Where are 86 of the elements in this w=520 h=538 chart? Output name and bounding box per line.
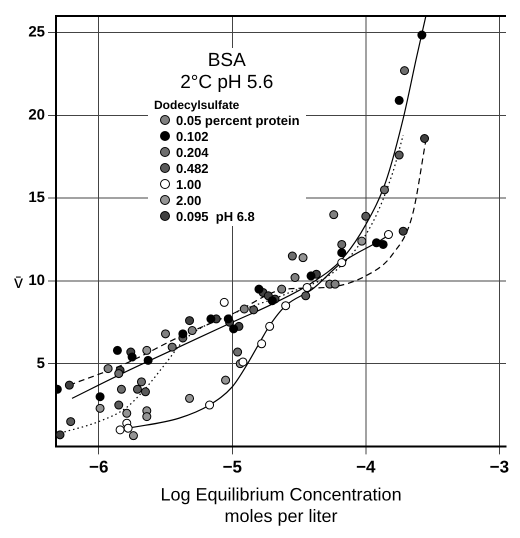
point: [265, 322, 274, 331]
x-tick-label: −5: [222, 457, 242, 476]
point: [136, 377, 146, 386]
point: [66, 417, 76, 426]
point: [64, 380, 74, 390]
point: [128, 431, 138, 440]
legend-label: 0.102: [175, 128, 210, 144]
point: [220, 298, 229, 307]
point: [221, 376, 230, 385]
x-tick-label: −4: [356, 457, 376, 476]
point: [337, 258, 346, 268]
point: [254, 284, 264, 294]
point: [257, 339, 266, 348]
point: [96, 392, 105, 402]
point: [140, 387, 150, 396]
point: [114, 369, 124, 378]
point: [394, 150, 404, 160]
point: [238, 357, 248, 366]
point: [56, 430, 65, 440]
point: [224, 314, 233, 324]
point: [142, 412, 152, 422]
legend-label: 0.482: [175, 160, 210, 176]
legend-label: 0.095 pH 6.8: [175, 208, 256, 224]
point: [337, 248, 346, 258]
y-tick-label: 5: [36, 354, 45, 372]
y-tick-label: 25: [28, 24, 45, 41]
point: [116, 384, 126, 394]
text: 2°C pH 5.6: [179, 72, 274, 94]
point: [302, 282, 312, 292]
y-tick-label: 15: [28, 189, 45, 206]
x-tick-label: −6: [89, 457, 108, 476]
point: [128, 352, 137, 362]
point: [306, 271, 316, 280]
point: [400, 66, 410, 76]
point: [122, 408, 132, 418]
point: [112, 346, 122, 355]
point: [124, 424, 133, 433]
point: [142, 346, 152, 355]
point: [398, 226, 408, 236]
x-tick-label: −3: [490, 457, 510, 476]
point: [96, 404, 105, 413]
point: [288, 252, 297, 261]
point: [188, 326, 197, 336]
point: [144, 356, 153, 365]
point: [378, 240, 388, 249]
point: [281, 301, 290, 310]
point: [277, 284, 286, 294]
point: [114, 400, 124, 410]
point: [361, 212, 370, 221]
point: [185, 394, 194, 403]
point: [290, 273, 300, 282]
point: [301, 291, 310, 300]
point: [240, 304, 249, 314]
point: [384, 230, 393, 240]
y-tick-label: 10: [28, 272, 45, 289]
point: [104, 364, 113, 374]
point: [168, 342, 177, 352]
point: [160, 329, 170, 338]
point: [116, 425, 125, 434]
y-axis-title: v̄: [14, 272, 23, 293]
point: [178, 329, 188, 338]
point: [420, 134, 430, 143]
point: [329, 210, 338, 220]
legend-title: Dodecylsulfate: [154, 98, 240, 112]
legend-label: 2.00: [175, 192, 202, 208]
point: [268, 296, 277, 306]
point: [185, 316, 194, 326]
point: [380, 185, 389, 194]
point: [394, 96, 404, 105]
point: [249, 305, 258, 314]
point: [298, 253, 308, 262]
legend-label: 1.00: [175, 176, 202, 192]
point: [330, 280, 340, 289]
point: [205, 400, 214, 410]
point: [233, 348, 242, 357]
point: [417, 30, 426, 40]
point: [132, 384, 142, 394]
legend-label: 0.204: [175, 144, 210, 160]
x-axis-title: Log Equilibrium Concentration moles per liter: [160, 484, 402, 526]
y-tick-label: 20: [28, 106, 45, 124]
point: [337, 240, 346, 249]
text: BSA: [206, 50, 247, 72]
point: [357, 236, 366, 246]
point: [229, 324, 238, 334]
legend-label: 0.05 percent protein: [175, 112, 300, 128]
point: [206, 314, 216, 324]
